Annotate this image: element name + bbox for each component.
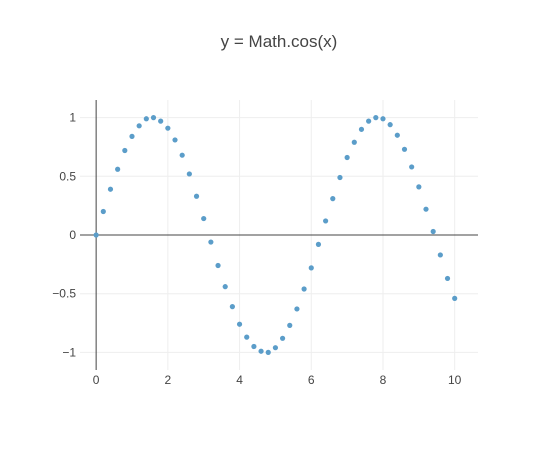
data-point bbox=[158, 118, 164, 124]
data-point bbox=[337, 174, 343, 181]
data-point bbox=[100, 208, 106, 215]
data-point bbox=[272, 345, 279, 351]
data-point bbox=[201, 215, 207, 222]
data-point bbox=[323, 218, 329, 224]
chart-title: y = Math.cos(x) bbox=[220, 32, 338, 51]
y-tick-label: 0 bbox=[69, 228, 76, 242]
data-point bbox=[351, 139, 357, 145]
data-point bbox=[186, 171, 192, 177]
data-point bbox=[236, 321, 243, 327]
data-point bbox=[294, 306, 300, 312]
x-tick-label: 6 bbox=[308, 373, 315, 387]
data-point bbox=[380, 116, 386, 122]
data-point bbox=[115, 166, 121, 172]
x-tick-labels: 0 2 4 6 8 10 bbox=[93, 373, 462, 387]
data-point bbox=[358, 126, 365, 132]
data-point bbox=[143, 116, 149, 122]
data-point bbox=[165, 125, 171, 131]
data-point bbox=[179, 152, 185, 158]
data-points bbox=[93, 115, 458, 355]
data-point bbox=[416, 184, 422, 190]
data-point bbox=[394, 132, 400, 138]
data-point bbox=[301, 286, 307, 292]
data-point bbox=[229, 304, 235, 310]
y-tick-label: −1 bbox=[62, 345, 76, 359]
data-point bbox=[93, 232, 99, 238]
data-point bbox=[387, 122, 393, 128]
data-point bbox=[423, 206, 429, 212]
data-point bbox=[251, 343, 257, 350]
y-tick-labels: 1 0.5 0 −0.5 −1 bbox=[52, 111, 76, 360]
data-point bbox=[265, 349, 271, 355]
data-point bbox=[401, 146, 408, 152]
x-tick-label: 10 bbox=[448, 373, 462, 387]
data-point bbox=[444, 275, 451, 282]
data-point bbox=[244, 334, 250, 340]
data-point bbox=[222, 284, 228, 290]
data-point bbox=[172, 137, 178, 143]
data-point bbox=[452, 295, 458, 301]
data-point bbox=[430, 228, 436, 235]
data-point bbox=[150, 115, 157, 121]
data-point bbox=[308, 265, 314, 271]
x-tick-label: 2 bbox=[165, 373, 172, 387]
x-tick-label: 0 bbox=[93, 373, 100, 387]
y-tick-label: 0.5 bbox=[59, 169, 76, 183]
data-point bbox=[373, 115, 379, 121]
data-point bbox=[279, 335, 286, 341]
data-point bbox=[122, 147, 128, 154]
data-point bbox=[107, 186, 114, 192]
y-tick-label: 1 bbox=[69, 111, 76, 125]
data-point bbox=[193, 193, 200, 199]
data-point bbox=[330, 196, 336, 202]
x-tick-label: 8 bbox=[380, 373, 387, 387]
data-point bbox=[287, 322, 293, 328]
data-point bbox=[136, 123, 142, 129]
data-point bbox=[208, 239, 214, 245]
data-point bbox=[258, 348, 264, 354]
data-point bbox=[215, 262, 221, 269]
axes bbox=[80, 100, 478, 370]
data-point bbox=[409, 164, 415, 170]
data-point bbox=[344, 154, 350, 161]
data-point bbox=[315, 241, 322, 247]
x-tick-label: 4 bbox=[236, 373, 243, 387]
y-tick-label: −0.5 bbox=[52, 287, 76, 301]
data-point bbox=[129, 133, 135, 139]
data-point bbox=[366, 118, 372, 124]
data-point bbox=[437, 252, 443, 258]
